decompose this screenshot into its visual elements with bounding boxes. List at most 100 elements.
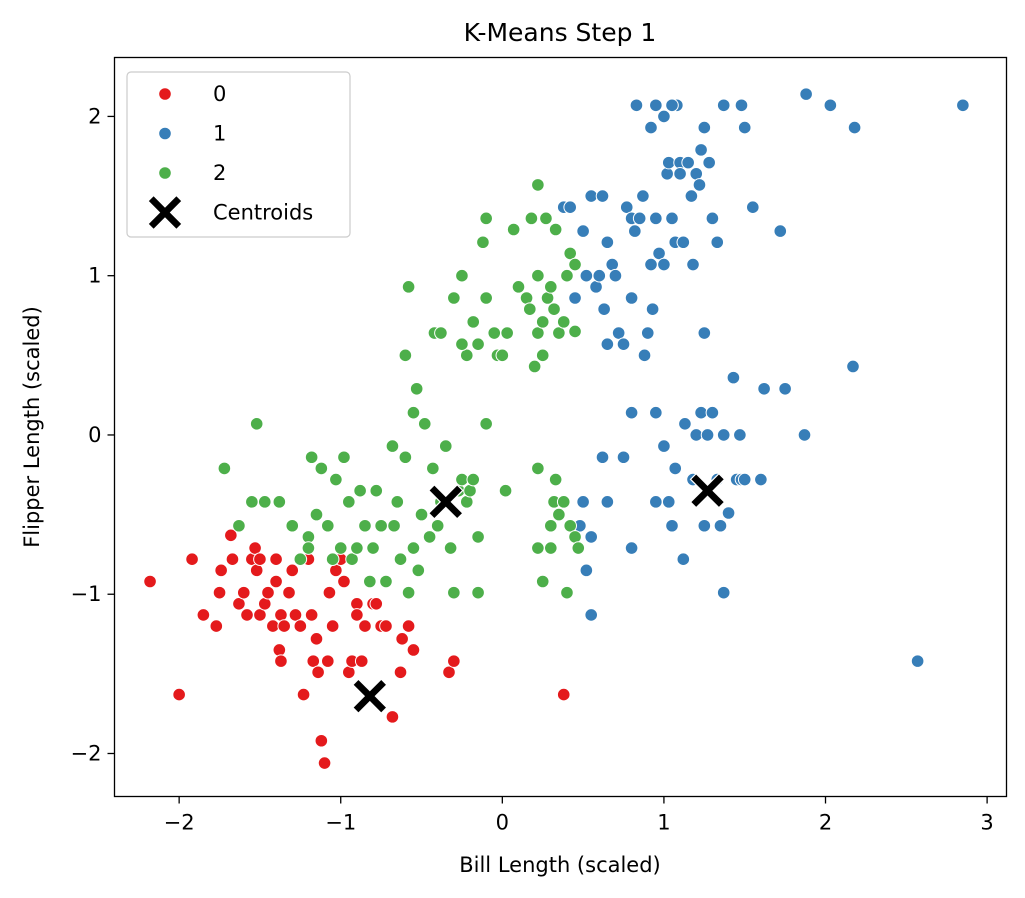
legend-marker <box>158 87 172 101</box>
data-point <box>673 166 687 181</box>
data-point <box>309 507 324 522</box>
data-point <box>705 211 720 226</box>
data-point <box>524 211 539 226</box>
data-point <box>304 608 319 622</box>
data-point <box>548 222 563 237</box>
data-point <box>710 235 725 250</box>
data-point <box>393 665 408 680</box>
data-point <box>697 518 712 533</box>
legend-label: 2 <box>213 161 226 185</box>
data-point <box>471 337 485 351</box>
data-point <box>595 450 610 465</box>
data-point <box>390 495 405 509</box>
data-point <box>342 665 356 680</box>
data-point <box>600 495 615 509</box>
data-point <box>668 461 683 476</box>
series-centroids <box>351 472 726 715</box>
data-point <box>447 585 461 600</box>
data-point <box>847 120 862 135</box>
data-point <box>716 585 731 600</box>
data-point <box>253 608 267 622</box>
data-point <box>616 450 631 465</box>
data-point <box>225 552 240 566</box>
data-point <box>417 417 432 431</box>
data-point <box>676 235 691 250</box>
data-point <box>645 302 660 316</box>
data-point <box>846 359 860 374</box>
data-point <box>274 654 288 668</box>
data-point <box>369 483 384 498</box>
data-point <box>463 483 477 498</box>
data-point <box>414 507 429 522</box>
data-point <box>563 246 578 261</box>
data-point <box>333 541 348 555</box>
data-point <box>702 155 716 170</box>
data-point <box>624 541 639 555</box>
chart-title: K-Means Step 1 <box>464 18 657 47</box>
data-point <box>737 120 752 135</box>
data-point <box>354 654 369 668</box>
data-point <box>681 155 695 170</box>
data-point <box>746 200 760 215</box>
data-point <box>692 178 707 192</box>
data-point <box>288 608 303 622</box>
data-point <box>799 87 813 101</box>
data-point <box>321 654 335 668</box>
data-point <box>584 530 599 544</box>
data-point <box>272 495 287 509</box>
y-axis: −2 −1 0 1 2 <box>71 104 115 765</box>
data-point <box>629 98 644 113</box>
x-tick-label: 0 <box>496 811 509 835</box>
data-point <box>624 405 639 420</box>
data-point <box>660 166 674 181</box>
data-point <box>600 235 615 250</box>
y-axis-label: Flipper Length (scaled) <box>20 306 44 548</box>
legend-item-0: 0 <box>158 82 226 106</box>
data-point <box>628 224 642 238</box>
data-point <box>385 439 400 453</box>
data-point <box>282 585 296 600</box>
data-point <box>544 518 558 533</box>
data-point <box>539 211 553 226</box>
data-point <box>560 268 574 283</box>
data-point <box>584 608 599 622</box>
data-point <box>274 608 288 622</box>
data-point <box>466 472 481 487</box>
data-point <box>217 461 232 476</box>
data-point <box>649 98 663 113</box>
data-point <box>236 585 251 600</box>
data-point <box>547 302 561 316</box>
data-point <box>406 405 421 420</box>
data-point <box>350 541 364 555</box>
data-point <box>700 428 715 442</box>
data-point <box>257 495 272 509</box>
data-point <box>438 439 453 453</box>
data-point <box>293 552 308 566</box>
legend-marker <box>158 126 172 141</box>
data-point <box>595 189 610 203</box>
data-point <box>455 337 469 351</box>
data-point <box>447 291 461 305</box>
data-point <box>322 585 337 600</box>
data-point <box>248 541 262 555</box>
data-point <box>479 291 493 305</box>
x-axis-label: Bill Length (scaled) <box>459 853 661 877</box>
data-point <box>657 257 671 272</box>
data-point <box>309 632 324 646</box>
data-point <box>257 596 272 611</box>
data-point <box>632 211 647 226</box>
points-layer <box>143 87 970 770</box>
data-point <box>212 585 227 600</box>
data-point <box>325 619 340 633</box>
data-point <box>447 654 461 668</box>
legend-item-centroids: Centroids <box>147 194 313 231</box>
data-point <box>511 280 526 294</box>
data-point <box>665 211 679 226</box>
data-point <box>531 268 545 283</box>
data-point <box>733 428 747 442</box>
legend-label: 1 <box>213 122 226 146</box>
data-point <box>385 710 400 724</box>
y-tick-label: 2 <box>88 104 101 128</box>
data-point <box>293 619 308 633</box>
